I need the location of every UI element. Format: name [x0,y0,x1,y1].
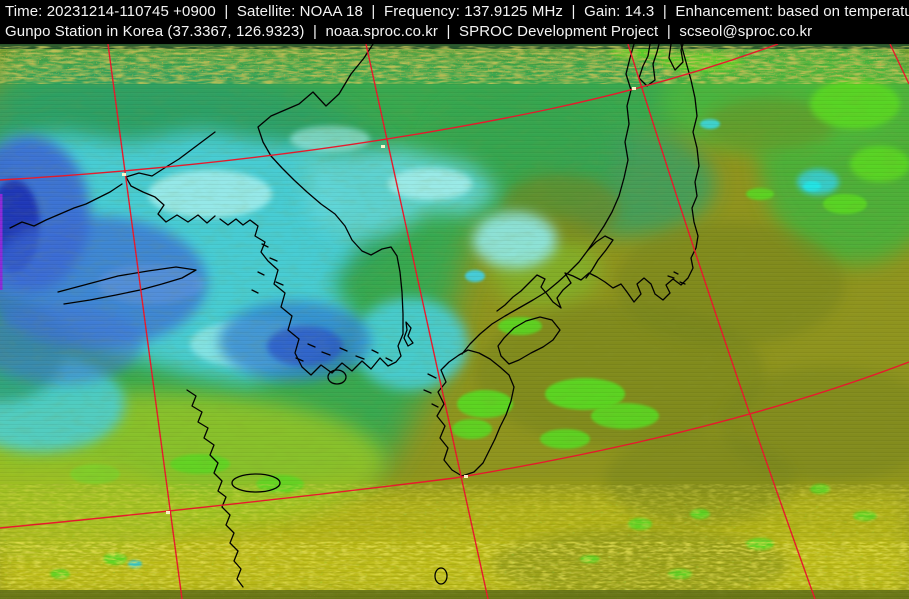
coastline-shikoku [497,316,561,365]
coastline-honshu-japan-sea [461,44,635,355]
grid-meridian-1 [107,44,183,599]
grid-tick [464,475,468,478]
telemetry-noise-bands [0,44,909,599]
header: Time: 20231214-110745 +0900 | Satellite:… [0,0,909,44]
latlon-grid [0,44,909,599]
coastlines [9,44,700,588]
coastline-geoje-island [327,369,347,385]
coastline-noto-peninsula [585,235,614,279]
coastline-small-island-south [434,567,448,585]
coastline-jeju-island [231,473,281,493]
grid-tick [166,511,170,514]
global-mottle-noise [0,44,909,599]
grid-tick [632,87,636,90]
grid-tick [381,145,385,148]
coastline-tsushima-island [403,321,414,347]
coastline-korea-south-islands [251,243,393,362]
grid-tick [122,173,126,176]
coastline-korea-sw-island-chain [186,389,244,588]
satellite-map-svg [0,44,909,599]
coastline-bohai-west [9,183,123,229]
coastline-goto-islands [423,373,439,408]
grid-meridian-4 [889,44,909,85]
coastline-honshu-pacific [496,44,700,312]
header-line-1: Time: 20231214-110745 +0900 | Satellite:… [5,3,909,20]
coastline-izu-islands [667,271,686,285]
coastline-korea-mainland [219,44,404,376]
left-edge-artifact [0,194,3,290]
coastline-liaodong-peninsula [125,131,216,224]
grid-meridian-3 [627,44,816,599]
satellite-map [0,44,909,599]
header-line-2: Gunpo Station in Korea (37.3367, 126.932… [5,23,813,40]
coastline-shandong-peninsula [57,266,197,305]
grid-parallel-south [0,361,909,529]
grid-crossing-ticks [122,87,636,514]
coastline-kyushu [436,349,515,477]
grid-parallel-north [0,44,779,181]
grid-meridian-2 [365,44,489,599]
